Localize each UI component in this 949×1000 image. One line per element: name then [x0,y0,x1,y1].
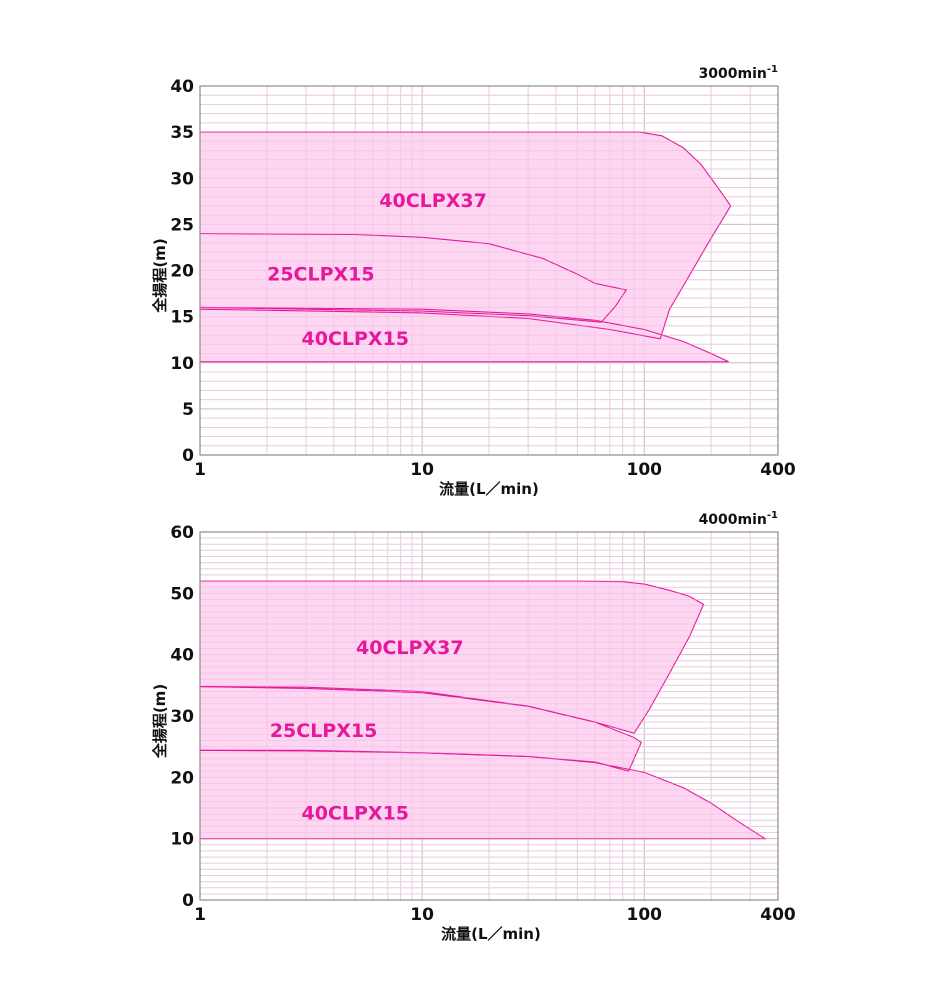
y-tick-label: 40 [170,646,194,666]
y-axis-title: 全揚程(m) [151,684,169,759]
series-label-40clpx15: 40CLPX15 [302,803,410,825]
y-tick-label: 30 [170,169,194,189]
range-fill-40clpx15 [200,750,766,839]
range-outline-25clpx15 [199,233,628,323]
x-axis-title: 流量(L／min) [439,480,539,498]
y-tick-label: 40 [170,77,194,97]
y-tick-label: 50 [170,584,194,604]
operating-ranges [199,131,732,363]
speed-value: 4000min [699,512,767,528]
speed-unit-exponent: -1 [767,64,778,75]
x-tick-label: 100 [627,905,663,925]
series-label-40clpx15: 40CLPX15 [302,328,410,350]
range-fill-25clpx15 [200,233,627,323]
speed-unit-exponent: -1 [767,510,778,521]
y-tick-label: 0 [182,446,194,466]
chart-3000rpm: 40CLPX37 25CLPX15 40CLPX15 0 5 10 15 20 25 30 35 40… [151,64,796,498]
x-tick-label: 10 [410,905,434,925]
y-tick-label: 60 [170,523,194,543]
speed-value: 3000min [699,66,767,82]
y-tick-label: 0 [182,891,194,911]
x-tick-label: 1 [194,460,206,480]
y-tick-label: 15 [170,308,194,328]
speed-label: 3000min-1 [699,64,778,82]
y-axis-title: 全揚程(m) [151,238,169,313]
series-label-25clpx15: 25CLPX15 [267,264,375,286]
y-tick-label: 20 [170,768,194,788]
y-tick-label: 20 [170,262,194,282]
x-axis-title: 流量(L／min) [441,925,541,943]
plot-frame [199,85,779,456]
speed-label: 4000min-1 [699,510,778,528]
chart-4000rpm: 40CLPX37 25CLPX15 40CLPX15 0 10 20 30 40 50 60 1 10… [151,510,796,943]
y-tick-label: 5 [182,400,194,420]
plot-frame [199,531,779,901]
operating-ranges [199,580,767,840]
range-outline-40clpx37 [199,131,732,340]
x-tick-label: 400 [760,460,796,480]
y-tick-label: 35 [170,123,194,143]
series-label-40clpx37: 40CLPX37 [379,190,487,212]
x-tick-label: 400 [760,905,796,925]
grid-overlay [200,532,778,900]
range-fill-40clpx37 [200,581,704,734]
series-label-25clpx15: 25CLPX15 [270,720,378,742]
y-tick-label: 30 [170,707,194,727]
x-tick-label: 100 [627,460,663,480]
y-tick-label: 10 [170,830,194,850]
grid-overlay [200,86,778,455]
x-tick-label: 10 [410,460,434,480]
range-outline-40clpx15 [200,749,767,840]
x-tick-label: 1 [194,905,206,925]
y-tick-label: 10 [170,354,194,374]
range-outline-40clpx15 [199,306,729,363]
y-tick-label: 25 [170,215,194,235]
series-label-40clpx37: 40CLPX37 [356,637,464,659]
